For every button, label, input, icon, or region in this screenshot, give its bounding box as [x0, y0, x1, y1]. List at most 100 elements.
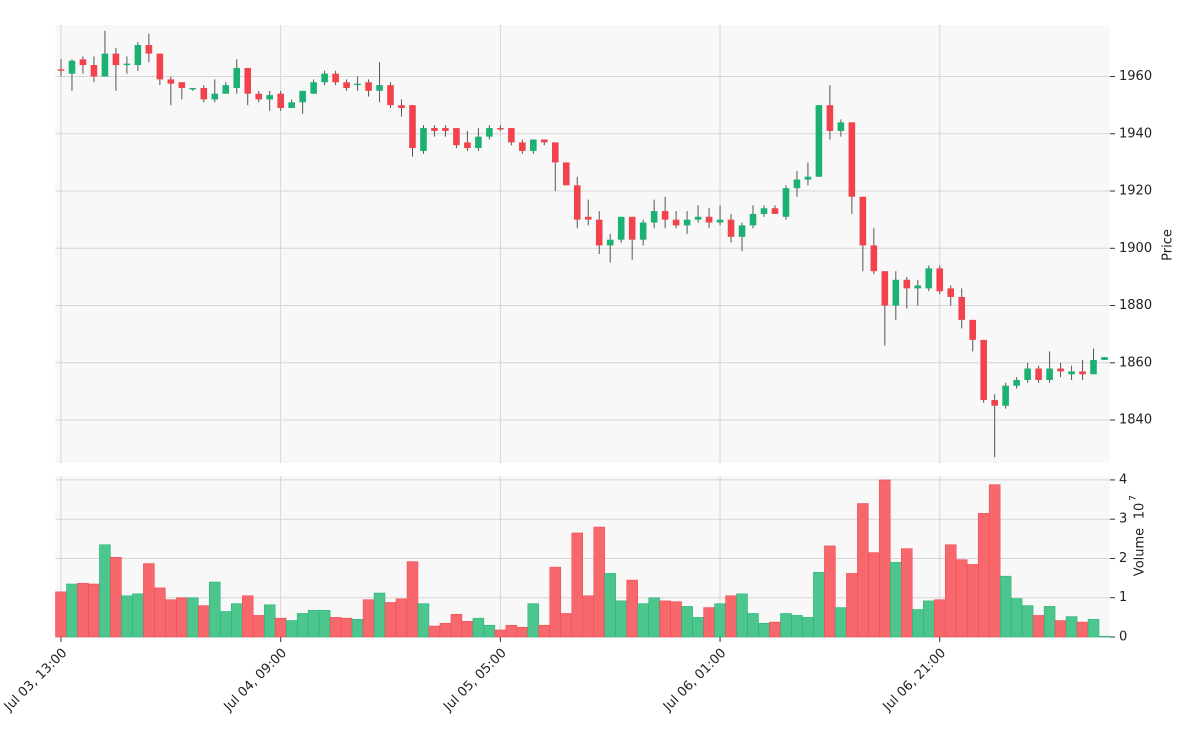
volume-bar: [55, 591, 67, 638]
volume-tick-label: 1: [1119, 590, 1127, 605]
volume-bar: [868, 552, 880, 638]
volume-bar: [934, 599, 946, 638]
volume-bar: [220, 611, 232, 638]
candle-body: [178, 82, 186, 88]
candle-body: [255, 93, 263, 100]
candle-body: [101, 53, 109, 77]
volume-bar: [736, 593, 748, 638]
volume-bar: [626, 579, 638, 638]
candle-body: [354, 83, 361, 86]
volume-bar: [143, 563, 155, 638]
candle-body: [837, 122, 845, 131]
volume-bar: [439, 623, 452, 638]
candle-body: [332, 73, 339, 83]
price-axis-label: Price: [1161, 229, 1176, 261]
candle-body: [804, 176, 812, 180]
volume-bar: [274, 617, 287, 638]
candle-body: [343, 82, 350, 88]
volume-tick-label: 0: [1119, 630, 1127, 645]
volume-bar: [307, 610, 320, 638]
volume-bar: [988, 484, 1001, 638]
candle-body: [914, 285, 922, 289]
volume-bar: [121, 595, 133, 638]
candle-body: [848, 122, 856, 197]
volume-bar: [1032, 615, 1045, 638]
volume-bar: [1010, 598, 1023, 638]
candle-body: [233, 67, 241, 88]
candle-body: [661, 211, 669, 220]
candle-body: [694, 216, 702, 220]
candle-body: [112, 53, 120, 66]
candle-body: [672, 219, 680, 226]
volume-bar: [450, 613, 463, 638]
volume-bar: [88, 583, 100, 638]
volume-bar: [241, 595, 254, 638]
candle-body: [628, 216, 636, 240]
candle-body: [387, 85, 394, 106]
candle-body: [1024, 368, 1031, 380]
volume-bar: [209, 581, 221, 638]
volume-bar: [296, 613, 309, 638]
candle-body: [530, 139, 537, 151]
candle-body: [639, 222, 647, 240]
candle-body: [200, 87, 208, 100]
candle-body: [859, 196, 867, 246]
price-panel: [55, 25, 1110, 463]
volume-bar: [670, 601, 682, 638]
candle-body: [617, 216, 625, 240]
candle-body: [1090, 359, 1097, 375]
volume-axis-label: Volume: [1133, 528, 1148, 576]
volume-bar: [66, 583, 78, 638]
volume-bar: [132, 593, 144, 638]
candle-body: [1002, 385, 1009, 406]
volume-bar: [1087, 619, 1100, 638]
y-tick-label: 1940: [1119, 126, 1152, 141]
volume-bar: [110, 557, 122, 638]
candle-body: [57, 69, 65, 71]
candle-body: [969, 319, 976, 340]
candle-body: [508, 128, 515, 143]
y-tick-label: 1840: [1119, 413, 1152, 428]
volume-bar: [154, 587, 166, 638]
candle-body: [321, 73, 328, 83]
volume-bar: [461, 621, 474, 638]
candle-body: [793, 179, 801, 189]
candle-body: [551, 142, 559, 163]
volume-bar: [187, 597, 199, 638]
volume-bar: [165, 599, 177, 638]
candle-body: [782, 188, 790, 217]
y-tick-label: 1920: [1119, 184, 1152, 199]
volume-bar: [582, 595, 594, 638]
candle-body: [892, 279, 900, 306]
candle-body: [727, 219, 735, 237]
candle-body: [1013, 379, 1020, 386]
candle-body: [991, 400, 998, 406]
volume-bar: [824, 545, 836, 638]
x-tick-label: Jul 06, 01:00: [660, 646, 729, 715]
volume-bar: [505, 624, 518, 638]
x-tick-label: Jul 06, 21:00: [880, 646, 949, 715]
volume-bar: [912, 609, 924, 638]
candle-body: [266, 95, 273, 100]
volume-bar: [384, 602, 397, 638]
candle-body: [167, 79, 175, 84]
volume-bar: [835, 607, 847, 638]
candle-body: [475, 136, 482, 149]
volume-bar: [648, 597, 660, 638]
candle-body: [123, 63, 131, 66]
candle-body: [562, 162, 570, 186]
candle-body: [277, 93, 284, 109]
volume-bar: [637, 603, 649, 638]
volume-bar: [362, 599, 375, 638]
volume-bar: [1065, 616, 1078, 638]
volume-bar: [923, 600, 935, 638]
volume-bar: [615, 600, 627, 638]
volume-bar: [1054, 620, 1067, 638]
candle-body: [497, 128, 504, 130]
candle-body: [1101, 357, 1108, 360]
candle-body: [870, 245, 878, 272]
candle-body: [903, 279, 911, 289]
volume-tick-label: 3: [1119, 512, 1127, 527]
candle-body: [420, 128, 427, 151]
volume-bar: [516, 626, 529, 638]
